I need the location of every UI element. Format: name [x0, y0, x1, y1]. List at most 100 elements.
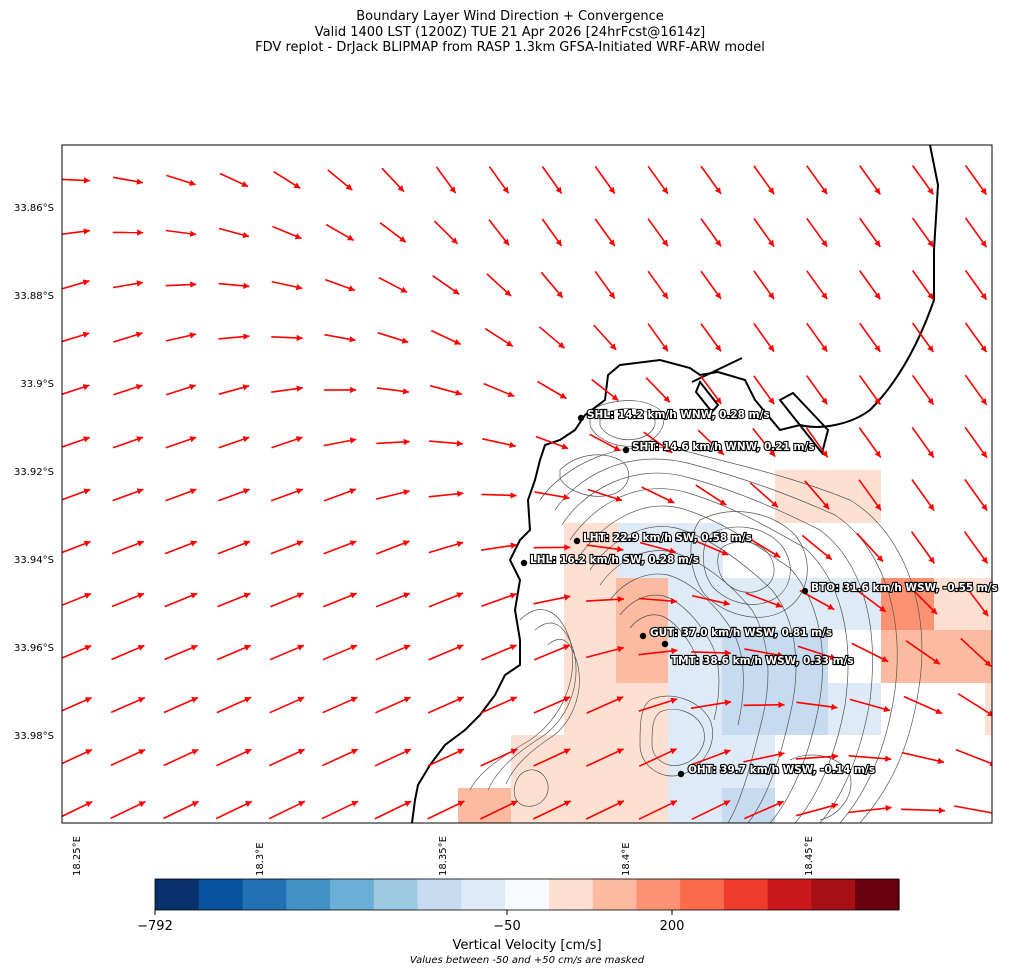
wind-arrow-head: [82, 331, 90, 338]
wind-arrow-head: [84, 697, 92, 703]
wind-arrow-head: [189, 488, 197, 495]
wind-arrow-head: [506, 340, 513, 347]
wind-arrow-head: [669, 547, 676, 554]
wind-arrow-head: [189, 179, 196, 186]
wind-arrow-head: [401, 337, 409, 344]
wind-arrow: [795, 755, 839, 760]
wind-arrow: [796, 701, 838, 709]
colorbar-frame: [154, 878, 900, 911]
wind-arrow-head: [981, 556, 988, 564]
wind-arrow-head: [617, 646, 624, 653]
wind-arrow-head: [403, 438, 410, 446]
wind-arrow: [858, 427, 882, 458]
longitude-axis: 18.25°E 18.3°E 18.35°E 18.4°E 18.45°E: [72, 836, 815, 876]
velocity-cell: [775, 470, 881, 523]
wind-arrow-head: [509, 441, 516, 448]
colorbar-tick-label: 200: [660, 919, 685, 934]
wind-arrow-head: [242, 384, 250, 391]
wind-arrow-head: [243, 540, 251, 547]
wind-arrow: [911, 479, 935, 511]
lon-tick-label: 18.45°E: [804, 836, 815, 876]
wind-arrow-head: [296, 592, 304, 599]
wind-arrow: [481, 644, 517, 661]
wind-arrow-head: [509, 644, 517, 651]
wind-arrow: [638, 597, 678, 603]
colorbar-swatch: [811, 879, 856, 910]
wind-arrow-head: [403, 592, 410, 599]
wind-arrow-head: [399, 236, 406, 243]
wind-arrow-head: [937, 757, 944, 765]
wind-arrow: [641, 486, 675, 504]
wind-arrow-head: [927, 345, 934, 352]
wind-arrow: [851, 642, 889, 663]
wind-arrow-head: [243, 488, 250, 495]
colorbar-swatch: [330, 879, 375, 910]
wind-arrow: [964, 478, 988, 512]
lat-tick-label: 33.88°S: [14, 291, 54, 302]
wind-arrow-head: [933, 658, 940, 665]
wind-arrow-head: [714, 344, 721, 352]
lon-tick-label: 18.4°E: [621, 842, 632, 876]
map-layers: [62, 145, 992, 823]
wind-arrow: [691, 651, 731, 654]
wind-arrow: [533, 595, 571, 605]
wind-arrow-head: [510, 696, 517, 703]
wind-arrow-head: [670, 597, 678, 605]
wind-arrow-head: [831, 802, 838, 809]
wind-arrow-head: [403, 489, 410, 496]
wind-arrow-head: [776, 800, 784, 807]
wind-arrow-head: [244, 644, 251, 651]
wind-arrow-head: [980, 292, 987, 300]
wind-arrow: [691, 749, 731, 766]
wind-arrow-head: [980, 187, 987, 195]
wind-arrow-head: [719, 499, 727, 506]
station-marker: [677, 770, 685, 778]
wind-arrow: [585, 800, 625, 820]
wind-arrow-head: [457, 696, 464, 703]
velocity-cell: [985, 683, 992, 735]
station-marker: [577, 414, 585, 422]
wind-arrow: [374, 800, 412, 820]
velocity-cell: [722, 630, 828, 683]
wind-arrow: [960, 637, 992, 668]
station-bto: BTO: 31.6 km/h WSW, -0.55 m/s: [801, 581, 999, 595]
wind-arrow: [853, 587, 887, 613]
wind-arrow-head: [452, 288, 460, 295]
wind-arrow-head: [874, 240, 881, 247]
wind-arrow: [586, 748, 624, 767]
wind-arrow-head: [558, 341, 565, 349]
terrain-contour: [559, 454, 630, 497]
wind-arrow: [955, 748, 992, 765]
wind-arrow-head: [617, 596, 624, 603]
station-gut: GUT: 37.0 km/h WSW, 0.81 m/s: [639, 626, 833, 640]
wind-arrow-head: [874, 292, 881, 300]
colorbar-swatch: [680, 879, 725, 910]
wind-arrow-head: [661, 292, 668, 299]
wind-arrow-head: [138, 749, 146, 755]
terrain-contour: [505, 639, 580, 785]
colorbar-swatch: [242, 879, 287, 910]
wind-arrow: [428, 644, 464, 661]
wind-arrow: [695, 484, 727, 506]
colorbar-swatch: [855, 879, 900, 910]
velocity-cell: [828, 683, 881, 735]
wind-arrow: [745, 592, 783, 608]
terrain-contour: [599, 550, 769, 823]
wind-arrow-head: [874, 450, 881, 458]
wind-arrow: [908, 585, 938, 615]
wind-arrow-head: [350, 696, 358, 703]
wind-arrow-head: [724, 649, 731, 657]
wind-arrow: [532, 800, 572, 820]
wind-arrow-head: [451, 237, 458, 244]
station-oht: OHT: 39.7 km/h WSW, -0.14 m/s: [677, 763, 876, 778]
wind-arrow-head: [927, 292, 934, 300]
wind-arrow-head: [402, 540, 410, 547]
station-lhl: LHL: 16.2 km/h SW, 0.28 m/s: [520, 553, 700, 567]
colorbar-swatch: [723, 879, 769, 910]
wind-arrow: [480, 748, 518, 767]
wind-arrow-head: [555, 186, 562, 194]
wind-arrow-head: [295, 284, 303, 291]
station-label: LHT: 22.9 km/h SW, 0.58 m/s: [583, 532, 752, 544]
wind-arrow-head: [721, 549, 729, 556]
wind-arrow-head: [671, 647, 678, 655]
